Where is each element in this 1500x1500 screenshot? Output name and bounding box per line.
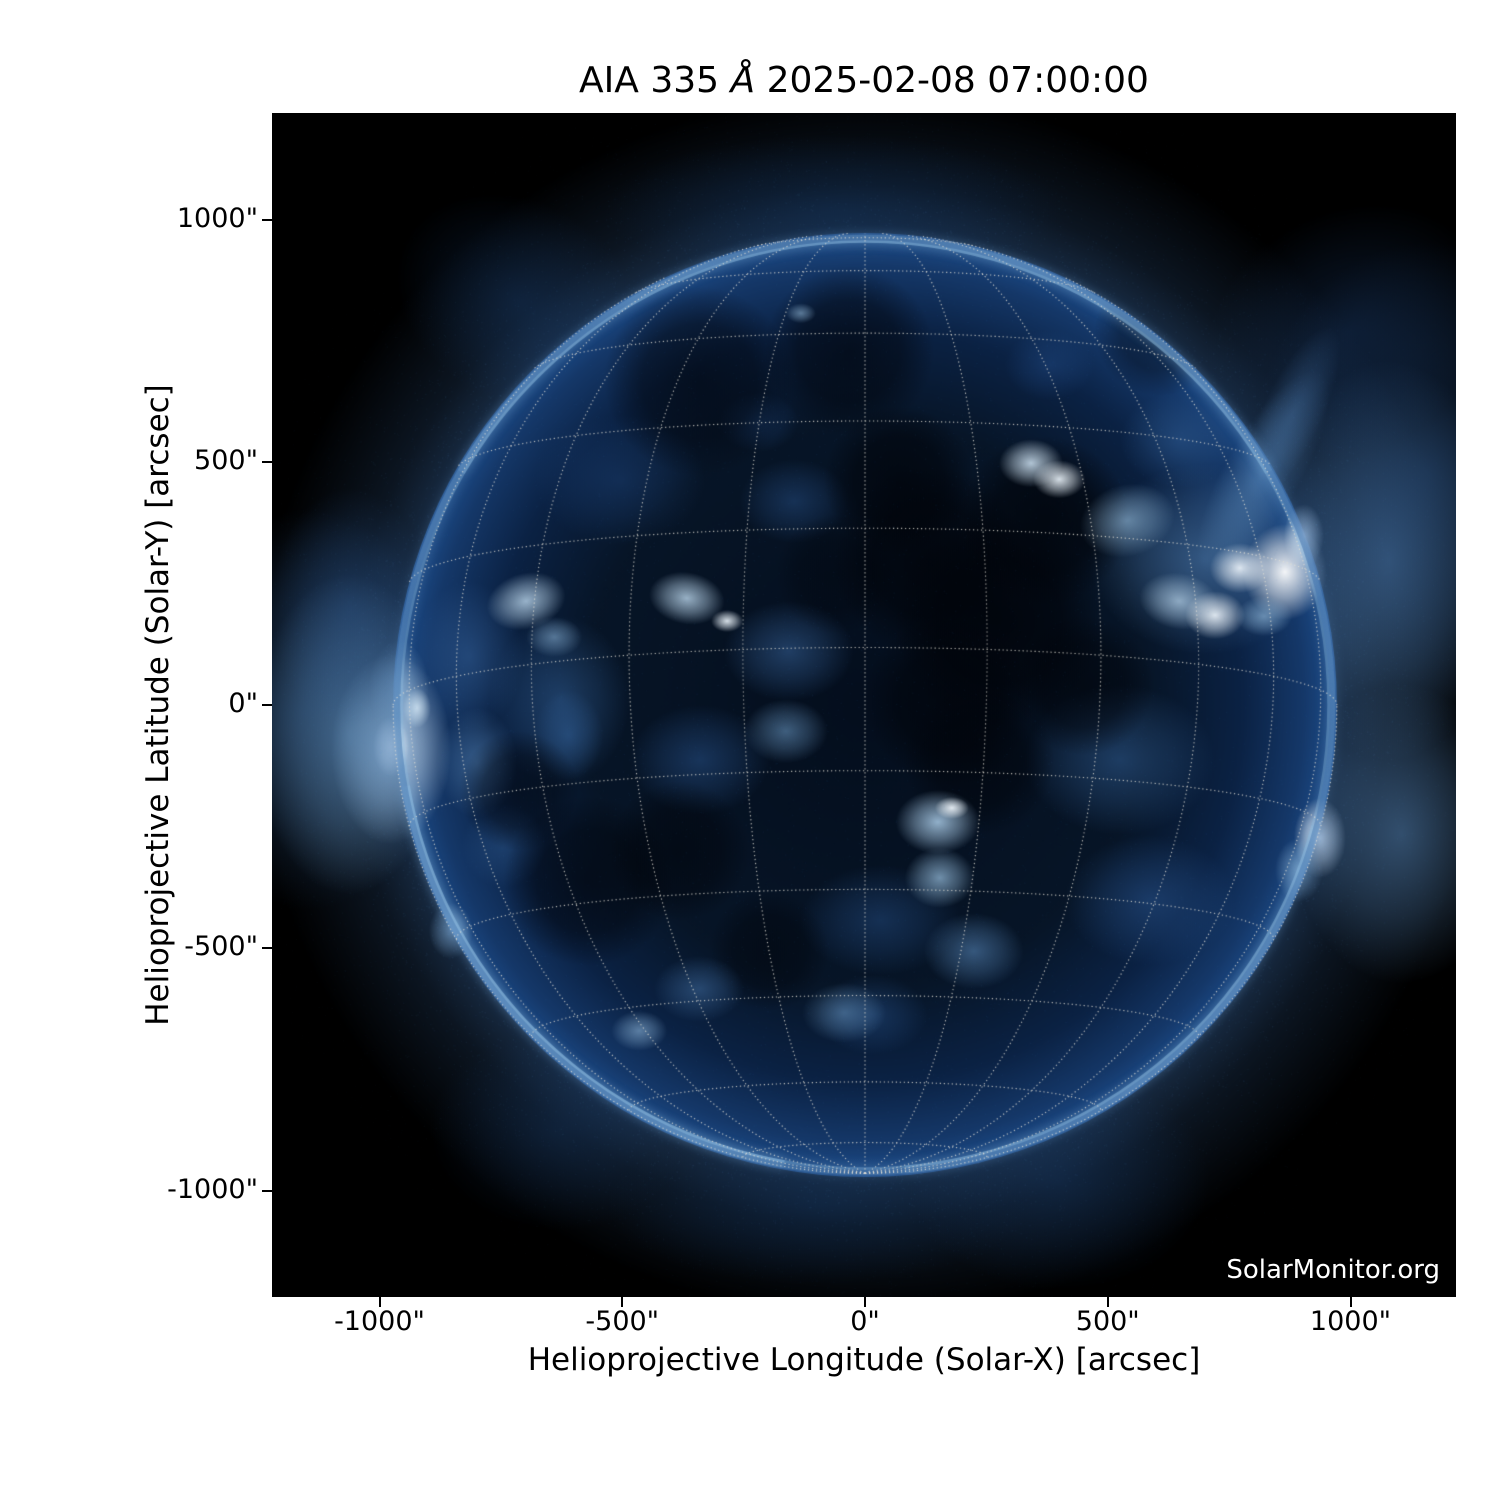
y-tick-label: -1000" — [167, 1173, 258, 1205]
angstrom-symbol: Å — [730, 60, 756, 101]
solar-image-plot: SolarMonitor.org — [272, 113, 1456, 1297]
y-tick-mark — [262, 946, 272, 949]
x-tick-label: 1000" — [1309, 1306, 1392, 1337]
x-tick-mark — [1349, 1297, 1352, 1307]
title-datetime: 2025-02-08 07:00:00 — [755, 60, 1149, 101]
x-tick-label: 500" — [1075, 1306, 1140, 1337]
x-tick-label: -1000" — [334, 1306, 425, 1337]
x-axis-label: Helioprojective Longitude (Solar-X) [arc… — [527, 1342, 1201, 1378]
watermark: SolarMonitor.org — [1226, 1255, 1440, 1285]
y-tick-mark — [262, 218, 272, 221]
solar-disk-image — [272, 113, 1456, 1297]
y-tick-label: 1000" — [176, 202, 258, 234]
figure-title: AIA 335 Å 2025-02-08 07:00:00 — [272, 60, 1456, 101]
x-tick-mark — [621, 1297, 624, 1307]
y-tick-mark — [262, 704, 272, 706]
y-axis-label: Helioprojective Latitude (Solar-Y) [arcs… — [140, 384, 176, 1026]
x-tick-mark — [864, 1297, 866, 1307]
x-tick-mark — [1106, 1297, 1109, 1307]
y-tick-mark — [262, 1189, 272, 1192]
x-tick-label: -500" — [585, 1306, 660, 1337]
y-tick-label: 500" — [194, 445, 258, 477]
y-tick-label: -500" — [184, 930, 258, 962]
title-instrument-wavelength: AIA 335 — [579, 60, 731, 101]
x-tick-mark — [378, 1297, 381, 1307]
x-tick-label: 0" — [850, 1306, 880, 1337]
y-tick-mark — [262, 461, 272, 464]
y-tick-label: 0" — [228, 687, 258, 719]
